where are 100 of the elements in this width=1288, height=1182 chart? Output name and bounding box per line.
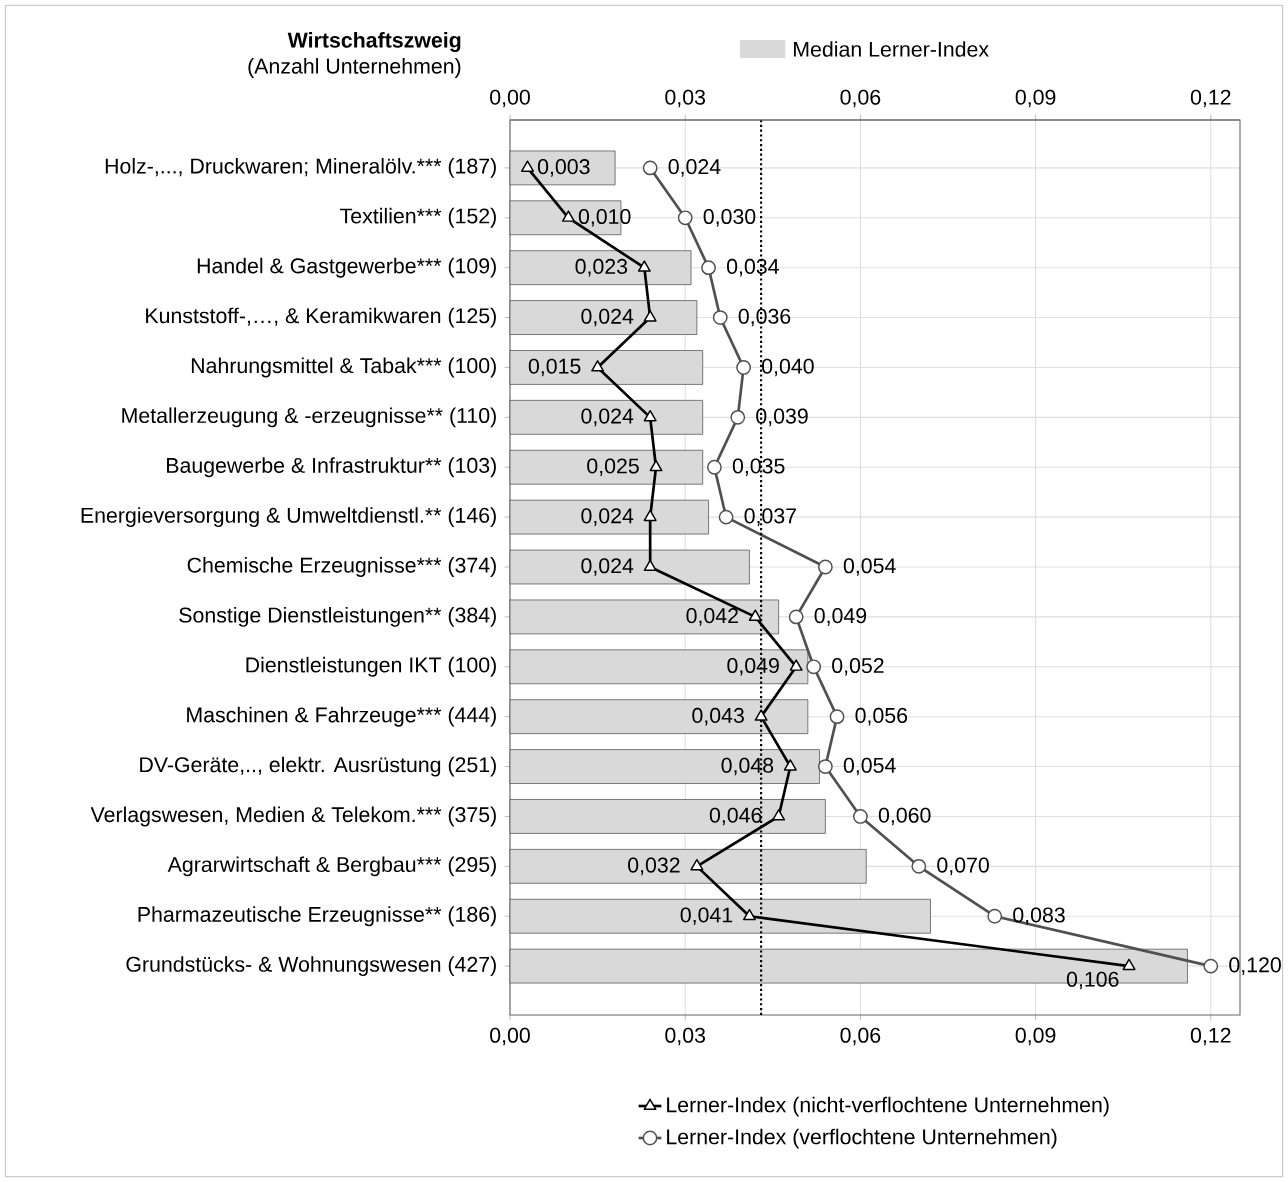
data-label: 0,046 (709, 807, 762, 826)
data-label: 0,024 (581, 508, 634, 526)
text: (Anzahl Unternehmen) (248, 58, 461, 78)
y-tick-label: Dienstleistungen IKT (100) (246, 656, 496, 677)
point (817, 559, 833, 575)
y-tick-label: Metallerzeugung & -erzeugnisse** (110) (122, 407, 496, 428)
point (521, 160, 535, 172)
data-label: 0,024 (581, 558, 634, 576)
point (637, 260, 651, 272)
y-tick-label: Sonstige Dienstleistungen** (384) (179, 606, 496, 627)
point (561, 210, 575, 222)
data-label: 0,052 (832, 657, 884, 676)
y-tick-label: Textilien*** (152) (340, 207, 496, 228)
y-tick-label: Verlagswesen, Medien & Telekom.*** (375) (90, 806, 496, 827)
data-label: 0,070 (937, 857, 989, 876)
y-tick-label: Chemische Erzeugnisse*** (374) (187, 557, 496, 577)
legend-label: Lerner-Index (nicht-verflochtene Unternehmen) (667, 1096, 1109, 1117)
point (591, 360, 605, 372)
data-label: 0,040 (762, 358, 814, 377)
y-tick-label: Holz-,..., Druckwaren; Mineralölv.*** (187) (105, 157, 496, 178)
point (772, 809, 786, 821)
x2-tick-label: 0,06 (840, 1027, 881, 1046)
point (742, 908, 756, 921)
point (783, 759, 797, 771)
x2-tick-label: 0,00 (490, 1027, 530, 1046)
data-label: 0,054 (843, 558, 896, 576)
data-label: 0,106 (1066, 971, 1119, 990)
data-label: 0,003 (537, 159, 590, 177)
point (643, 509, 657, 522)
data-label: 0,083 (1013, 907, 1065, 926)
y-tick-label: Baugewerbe & Infrastruktur** (103) (167, 457, 496, 478)
y-tick-label: Grundstücks- & Wohnungswesen (427) (126, 956, 496, 977)
point (1203, 958, 1219, 974)
data-label: 0,041 (680, 907, 733, 926)
y-tick-label: Handel & Gastgewerbe*** (109) (197, 257, 496, 278)
y-tick-label: Agrarwirtschaft & Bergbau*** (295) (167, 856, 496, 877)
point (789, 659, 803, 671)
x-tick-label: 0,00 (490, 89, 530, 108)
data-label: 0,056 (855, 707, 908, 726)
data-label: 0,023 (575, 258, 628, 277)
data-label: 0,032 (628, 857, 680, 876)
data-label: 0,043 (692, 707, 744, 726)
x-tick-label: 0,09 (1015, 89, 1056, 108)
point (643, 310, 657, 322)
data-label: 0,049 (814, 608, 867, 626)
point (806, 659, 822, 675)
point (754, 709, 768, 721)
data-label: 0,060 (878, 807, 931, 826)
legend-label: Median Lerner-Index (794, 41, 989, 57)
y-tick-label: Pharmazeutische Erzeugnisse** (186) (138, 906, 496, 927)
data-label: 0,024 (581, 408, 634, 427)
data-label: 0,030 (703, 208, 756, 227)
data-label: 0,120 (1229, 957, 1281, 975)
data-label: 0,034 (727, 258, 779, 277)
point (677, 210, 693, 226)
point (730, 409, 746, 425)
data-label: 0,025 (587, 458, 639, 477)
data-label: 0,042 (686, 608, 738, 626)
point (707, 459, 722, 475)
point (643, 559, 657, 572)
point (642, 160, 658, 176)
x2-tick-label: 0,12 (1190, 1027, 1231, 1046)
data-label: 0,037 (744, 508, 796, 526)
x-tick-label: 0,03 (665, 89, 706, 108)
point (736, 360, 752, 375)
data-label: 0,048 (721, 757, 774, 776)
point (911, 858, 927, 874)
point (718, 509, 734, 525)
point (788, 609, 804, 625)
data-label: 0,039 (756, 408, 808, 427)
y-axis-title: Wirtschaftszweig (287, 32, 461, 52)
point (853, 809, 868, 824)
y-tick-label: Nahrungsmittel & Tabak*** (100) (191, 357, 496, 378)
y-tick-label: Maschinen & Fahrzeuge*** (444) (187, 706, 496, 727)
data-label: 0,024 (668, 159, 721, 177)
point (649, 459, 663, 472)
point (748, 609, 762, 621)
point (1122, 958, 1136, 971)
point (987, 908, 1003, 924)
x2-tick-label: 0,09 (1015, 1027, 1056, 1046)
data-label: 0,015 (528, 358, 581, 377)
data-label: 0,036 (738, 308, 791, 327)
y-tick-label: Energieversorgung & Umweltdienstl.** (146) (81, 507, 496, 528)
point (817, 759, 833, 774)
data-label: 0,054 (843, 757, 896, 776)
x-tick-label: 0,06 (840, 89, 881, 108)
y-tick-label: Kunststoff-,…, & Keramikwaren (125) (146, 307, 496, 328)
point (701, 260, 716, 276)
point (829, 709, 845, 725)
x-tick-label: 0,12 (1190, 89, 1231, 108)
legend-label: Lerner-Index (verflochtene Unternehmen) (667, 1128, 1057, 1149)
point (690, 858, 704, 871)
x2-tick-label: 0,03 (665, 1027, 706, 1046)
y-tick-label: DV-Geräte,.., elektr. Ausrüstung (251) (140, 756, 496, 777)
point (712, 310, 728, 325)
data-label: 0,010 (578, 208, 631, 227)
data-label: 0,049 (727, 657, 779, 676)
data-label: 0,024 (581, 308, 634, 327)
point (643, 409, 657, 422)
data-label: 0,035 (732, 458, 785, 477)
